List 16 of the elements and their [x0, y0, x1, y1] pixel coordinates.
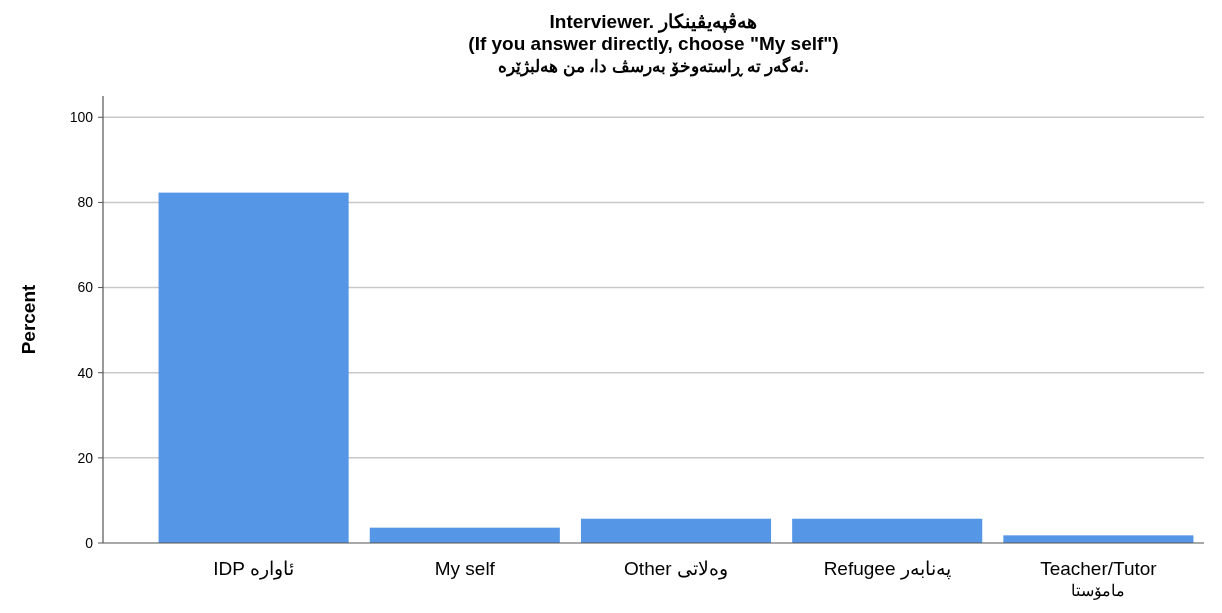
x-tick-label: Refugee پەنابەر	[823, 558, 951, 580]
y-axis-title: Percent	[18, 283, 39, 355]
y-tick-label: 100	[69, 109, 94, 126]
bar	[158, 192, 349, 543]
bar	[792, 518, 983, 543]
bar	[580, 518, 772, 543]
x-tick-label: My self	[434, 558, 496, 579]
x-tick-label: IDP ئاوارە	[213, 558, 294, 580]
bar	[1003, 535, 1194, 543]
y-tick-label: 80	[77, 194, 94, 211]
y-tick-label: 0	[85, 534, 94, 551]
x-tick-label: Other وەلاتی	[624, 558, 728, 580]
y-tick-label: 20	[77, 449, 94, 466]
y-tick-label: 40	[77, 364, 94, 381]
y-tick-label: 60	[77, 279, 94, 296]
bar	[369, 527, 560, 543]
